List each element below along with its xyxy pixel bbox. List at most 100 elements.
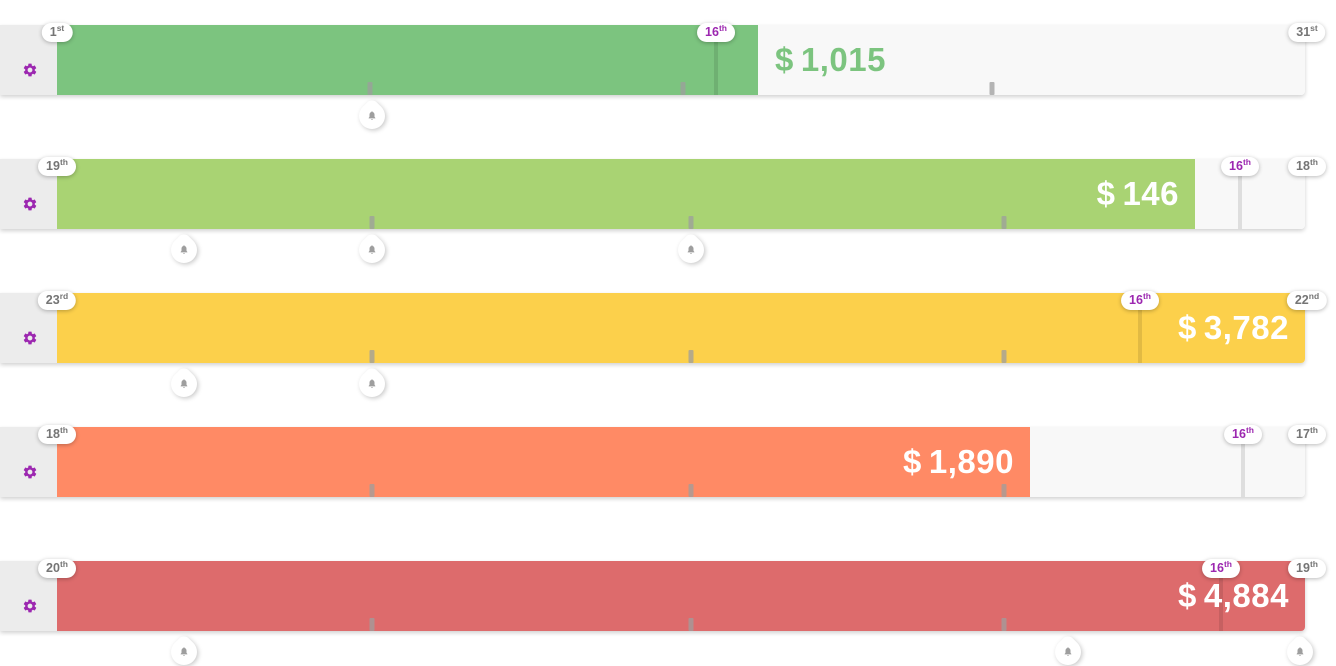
badge-ordinal-suffix: th [1309,558,1318,569]
progress-fill [57,561,1305,631]
amount-number: 4,884 [1203,577,1289,614]
badge-day: 19 [46,159,60,173]
week-tick-mark [989,82,995,95]
badge-day: 18 [1296,159,1310,173]
budget-row-3: $ 3,782 23rd 16th 22nd [0,291,1328,403]
week-tick-mark [1001,350,1007,363]
bell-glyph [1296,647,1304,656]
start-date-badge: 18th [38,425,76,444]
badge-ordinal-suffix: th [59,558,68,569]
currency-symbol: $ [1178,309,1197,346]
progress-track: $ 3,782 [57,293,1305,363]
currency-symbol: $ [903,443,922,480]
start-date-badge: 19th [38,157,76,176]
end-date-badge: 19th [1288,559,1326,578]
bell-glyph [687,245,695,254]
bell-icon[interactable] [353,231,391,269]
bell-glyph [180,379,188,388]
amount-label: $ 1,015 [775,25,886,95]
week-tick-mark [688,216,694,229]
progress-track: $ 146 [57,159,1305,229]
today-date-badge: 16th [1224,425,1262,444]
amount-label: $ 3,782 [1178,293,1289,363]
amount-label: $ 1,890 [903,427,1014,497]
bell-icon[interactable] [1049,633,1087,666]
currency-symbol: $ [1178,577,1197,614]
gear-icon[interactable] [22,464,38,480]
badge-day: 18 [46,427,60,441]
badge-day: 23 [45,293,60,307]
gear-icon[interactable] [22,598,38,614]
amount-label: $ 146 [1097,159,1179,229]
today-date-badge: 16th [1202,559,1240,578]
bell-glyph [1064,647,1072,656]
badge-day: 22 [1294,293,1309,307]
week-tick-mark [1001,484,1007,497]
badge-day: 20 [46,561,60,575]
badge-day: 16 [1129,293,1143,307]
progress-fill [57,427,1030,497]
week-tick-mark [1001,618,1007,631]
badge-day: 19 [1296,561,1310,575]
bell-icon[interactable] [1281,633,1319,666]
badge-ordinal-suffix: th [1309,156,1318,167]
bell-glyph [180,245,188,254]
today-marker-line [1138,303,1142,363]
start-date-badge: 20th [38,559,76,578]
budget-row-4: $ 1,890 18th 16th 17th [0,425,1326,497]
end-date-badge: 17th [1288,425,1326,444]
gear-icon[interactable] [22,196,38,212]
budget-row-5: $ 4,884 20th 16th 19th [0,559,1326,666]
week-tick-mark [369,350,375,363]
bell-icon[interactable] [353,97,391,135]
bell-icon[interactable] [353,365,391,403]
bell-icon[interactable] [672,231,710,269]
badge-ordinal-suffix: th [1242,156,1251,167]
bell-glyph [368,245,376,254]
end-date-badge: 31st [1288,22,1326,42]
today-date-badge: 16th [697,23,735,42]
week-tick-mark [680,82,686,95]
badge-day: 16 [1229,159,1243,173]
badge-ordinal-suffix: th [59,424,68,435]
budget-row-2: $ 146 19th 16th 18th [0,157,1326,269]
today-marker-line [1238,169,1242,229]
progress-track: $ 4,884 [57,561,1305,631]
badge-day: 1 [49,25,57,39]
week-tick-mark [369,216,375,229]
week-tick-mark [369,484,375,497]
bell-icon[interactable] [165,633,203,666]
week-tick-mark [367,82,373,95]
badge-ordinal-suffix: th [1223,558,1232,569]
badge-ordinal-suffix: th [718,22,727,33]
badge-ordinal-suffix: nd [1308,290,1320,301]
badge-ordinal-suffix: st [1310,22,1318,33]
badge-ordinal-suffix: th [59,156,68,167]
amount-label: $ 4,884 [1178,561,1289,631]
amount-number: 1,015 [800,41,886,78]
bell-glyph [368,379,376,388]
progress-track: $ 1,015 [57,25,1305,95]
gear-icon[interactable] [22,330,38,346]
bell-glyph [368,111,376,120]
budget-row-1: $ 1,015 1st 16th 31st [0,23,1326,135]
bell-icon[interactable] [165,231,203,269]
amount-number: 1,890 [928,443,1014,480]
amount-number: 146 [1122,175,1179,212]
gear-icon[interactable] [22,62,38,78]
badge-ordinal-suffix: th [1245,424,1254,435]
week-tick-mark [1001,216,1007,229]
progress-fill [57,25,758,95]
today-date-badge: 16th [1121,291,1159,310]
bell-glyph [180,647,188,656]
badge-day: 16 [1210,561,1224,575]
bell-icon[interactable] [165,365,203,403]
progress-fill [57,293,1305,363]
today-date-badge: 16th [1221,157,1259,176]
badge-day: 16 [705,25,719,39]
badge-day: 17 [1296,427,1310,441]
badge-ordinal-suffix: th [1142,290,1151,301]
start-date-badge: 1st [41,23,73,42]
badge-day: 16 [1232,427,1246,441]
